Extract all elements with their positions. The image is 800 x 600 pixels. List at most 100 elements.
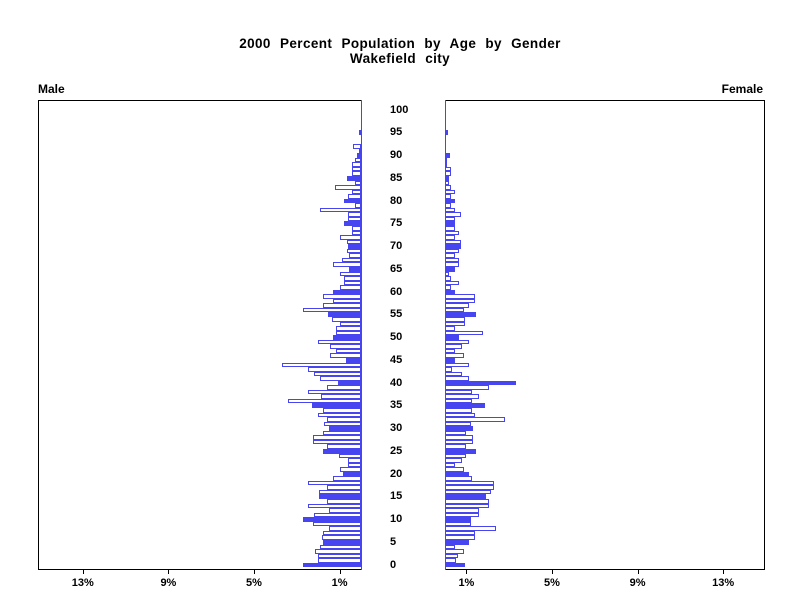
- male-bar-age-95: [358, 130, 361, 136]
- male-bar-age-88: [352, 162, 361, 167]
- pct-label-right-13: 13%: [712, 577, 735, 589]
- male-bar-age-84: [354, 180, 361, 186]
- age-tick-20: 20: [390, 467, 403, 480]
- female-bar-age-24: [445, 453, 467, 459]
- female-bar-age-30: [445, 426, 474, 431]
- male-bar-age-34: [323, 408, 361, 413]
- pct-label-right-1: 1%: [458, 577, 475, 589]
- female-bar-age-16: [445, 489, 492, 495]
- female-bar-age-67: [445, 257, 459, 263]
- male-bar-age-13: [308, 503, 361, 509]
- male-bar-age-18: [308, 480, 361, 486]
- female-bar-age-38: [445, 389, 472, 395]
- male-bar-age-5: [323, 539, 361, 545]
- male-bar-age-71: [346, 239, 361, 245]
- male-baseline-axis: [361, 100, 362, 570]
- male-bar-age-82: [352, 189, 361, 195]
- male-bar-age-48: [329, 344, 361, 349]
- female-bar-age-47: [445, 348, 455, 354]
- age-tick-30: 30: [390, 422, 403, 434]
- female-bar-age-18: [445, 480, 495, 486]
- male-bar-age-70: [348, 244, 361, 249]
- female-bar-age-15: [445, 494, 487, 500]
- male-bar-age-47: [336, 348, 361, 354]
- male-bar-age-58: [333, 298, 361, 304]
- age-tick-25: 25: [390, 444, 403, 457]
- male-bar-age-80: [344, 198, 361, 204]
- female-bar-age-52: [445, 326, 455, 331]
- male-bar-age-49: [318, 339, 361, 345]
- female-bar-age-46: [445, 353, 464, 358]
- pct-tickmark-right-9: [637, 570, 639, 574]
- male-bar-age-42: [313, 371, 361, 377]
- male-bar-age-6: [321, 535, 361, 540]
- female-bar-age-14: [445, 499, 489, 504]
- male-bar-age-30: [328, 426, 361, 431]
- male-bar-age-57: [322, 303, 361, 308]
- male-bar-age-29: [323, 430, 361, 436]
- female-bar-age-22: [445, 462, 455, 468]
- male-bar-age-24: [338, 453, 361, 459]
- female-bar-age-60: [445, 289, 455, 295]
- male-bar-age-36: [288, 398, 361, 404]
- female-bar-age-75: [445, 221, 455, 227]
- male-bar-age-7: [323, 530, 361, 536]
- male-bar-age-61: [339, 285, 361, 290]
- male-plot-area: [38, 100, 361, 570]
- female-bar-age-50: [445, 335, 459, 340]
- male-bar-age-2: [318, 553, 361, 559]
- male-bar-age-9: [312, 521, 361, 527]
- female-bar-age-62: [445, 280, 459, 286]
- male-bar-age-38: [307, 389, 361, 395]
- female-bar-age-35: [445, 403, 485, 409]
- pct-label-right-9: 9%: [629, 577, 646, 589]
- male-bar-age-25: [323, 448, 361, 454]
- female-bar-age-1: [445, 558, 456, 563]
- female-bar-age-57: [445, 303, 469, 308]
- male-bar-age-17: [327, 485, 361, 490]
- male-bar-age-31: [323, 421, 361, 427]
- male-bar-age-79: [354, 203, 361, 208]
- title-block: 2000 Percent Population by Age by Gender…: [0, 36, 800, 66]
- female-bar-age-68: [445, 253, 455, 258]
- male-bar-age-60: [333, 289, 361, 295]
- age-tick-15: 15: [390, 490, 403, 503]
- age-tick-35: 35: [390, 399, 403, 412]
- female-bar-age-39: [445, 385, 489, 390]
- age-tick-45: 45: [390, 353, 403, 366]
- male-bar-age-32: [326, 417, 361, 422]
- male-bar-age-41: [320, 376, 361, 381]
- female-bar-age-32: [445, 417, 505, 422]
- female-bar-age-3: [445, 549, 465, 554]
- age-tick-55: 55: [390, 308, 403, 321]
- chart-title: 2000 Percent Population by Age by Gender: [239, 36, 561, 51]
- age-tick-80: 80: [390, 194, 403, 207]
- age-tick-65: 65: [390, 262, 403, 275]
- male-bar-age-12: [328, 508, 361, 513]
- female-bar-age-34: [445, 408, 472, 413]
- male-bar-age-20: [342, 471, 361, 477]
- female-bar-age-11: [445, 512, 480, 518]
- female-bar-age-45: [445, 357, 455, 363]
- female-bar-age-78: [445, 207, 455, 213]
- male-bar-age-89: [354, 157, 361, 163]
- female-bar-age-28: [445, 435, 473, 440]
- age-tick-100: 100: [390, 103, 409, 116]
- female-bar-age-42: [445, 371, 463, 377]
- pct-tickmark-left-9: [168, 570, 170, 574]
- male-bar-age-52: [336, 326, 361, 331]
- female-bar-age-41: [445, 376, 469, 381]
- pct-tickmark-right-5: [552, 570, 553, 574]
- female-bar-age-0: [445, 562, 465, 568]
- female-baseline-axis: [445, 100, 446, 570]
- male-bar-age-11: [313, 512, 361, 518]
- male-bar-age-21: [339, 467, 361, 472]
- age-tick-85: 85: [390, 171, 403, 184]
- female-bar-age-23: [445, 458, 463, 463]
- female-axis-label: Female: [721, 82, 763, 96]
- female-bar-age-9: [445, 521, 471, 527]
- female-bar-age-58: [445, 298, 475, 304]
- male-bar-age-54: [332, 317, 361, 322]
- female-bar-age-73: [445, 230, 459, 236]
